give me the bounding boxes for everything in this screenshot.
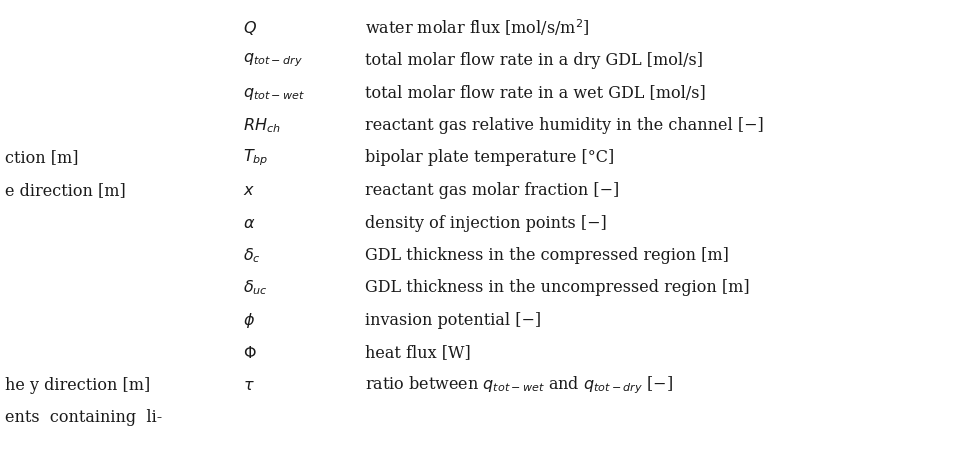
Text: he y direction [m]: he y direction [m] <box>5 376 150 393</box>
Text: e direction [m]: e direction [m] <box>5 181 126 199</box>
Text: total molar flow rate in a dry GDL [mol/s]: total molar flow rate in a dry GDL [mol/… <box>364 52 702 69</box>
Text: $q_{tot-dry}$: $q_{tot-dry}$ <box>243 51 303 69</box>
Text: $RH_{ch}$: $RH_{ch}$ <box>243 116 281 135</box>
Text: $\phi$: $\phi$ <box>243 310 255 329</box>
Text: ratio between $q_{tot-wet}$ and $q_{tot-dry}$ [−]: ratio between $q_{tot-wet}$ and $q_{tot-… <box>364 374 673 395</box>
Text: $\Phi$: $\Phi$ <box>243 344 257 361</box>
Text: ction [m]: ction [m] <box>5 149 79 166</box>
Text: $\delta_{uc}$: $\delta_{uc}$ <box>243 278 267 297</box>
Text: bipolar plate temperature [°C]: bipolar plate temperature [°C] <box>364 149 614 166</box>
Text: $T_{bp}$: $T_{bp}$ <box>243 147 268 168</box>
Text: GDL thickness in the compressed region [m]: GDL thickness in the compressed region [… <box>364 246 728 263</box>
Text: density of injection points [−]: density of injection points [−] <box>364 214 606 231</box>
Text: $Q$: $Q$ <box>243 19 257 37</box>
Text: $\delta_{c}$: $\delta_{c}$ <box>243 245 260 264</box>
Text: GDL thickness in the uncompressed region [m]: GDL thickness in the uncompressed region… <box>364 279 749 296</box>
Text: $q_{tot-wet}$: $q_{tot-wet}$ <box>243 84 305 101</box>
Text: heat flux [W]: heat flux [W] <box>364 344 470 361</box>
Text: $\tau$: $\tau$ <box>243 376 255 393</box>
Text: total molar flow rate in a wet GDL [mol/s]: total molar flow rate in a wet GDL [mol/… <box>364 84 705 101</box>
Text: reactant gas relative humidity in the channel [−]: reactant gas relative humidity in the ch… <box>364 117 763 134</box>
Text: invasion potential [−]: invasion potential [−] <box>364 311 540 328</box>
Text: $\alpha$: $\alpha$ <box>243 214 255 231</box>
Text: reactant gas molar fraction [−]: reactant gas molar fraction [−] <box>364 181 619 199</box>
Text: $x$: $x$ <box>243 181 255 199</box>
Text: water molar flux [mol/s/m$^2$]: water molar flux [mol/s/m$^2$] <box>364 18 589 38</box>
Text: ents  containing  li-: ents containing li- <box>5 409 162 425</box>
